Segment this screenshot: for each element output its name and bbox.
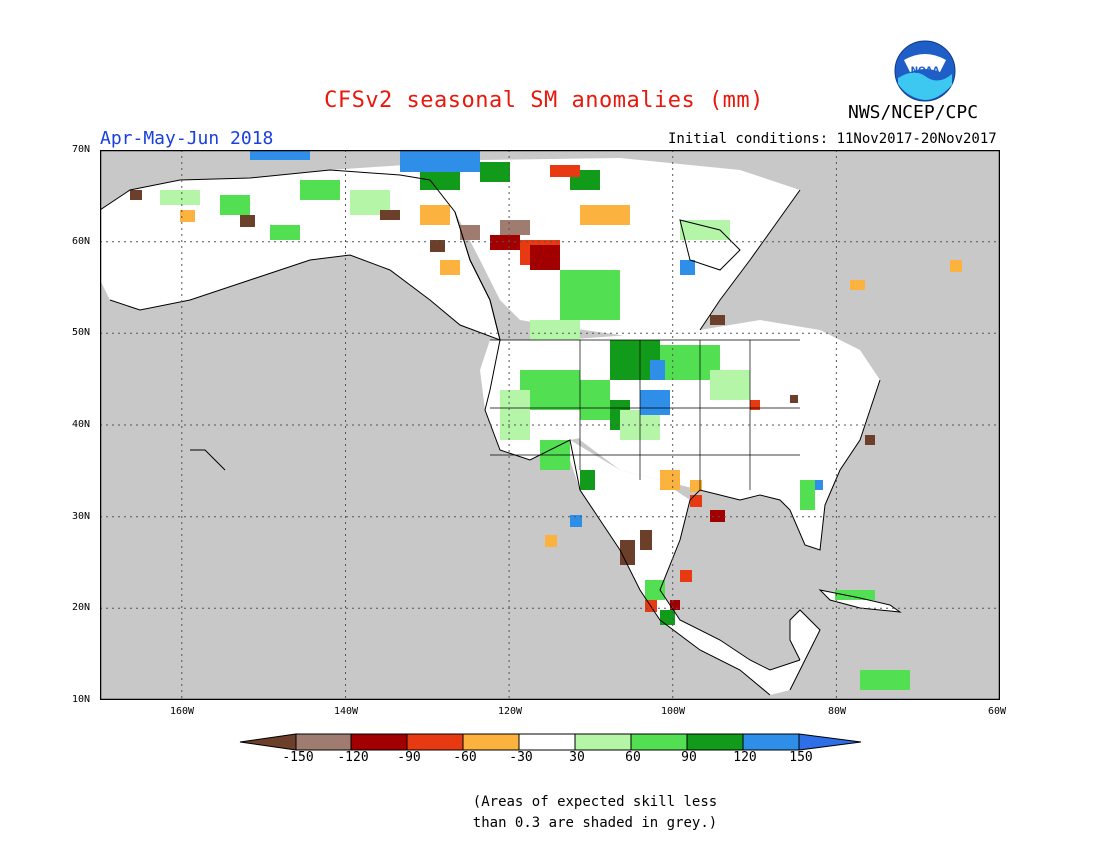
lon-label-60w: 60W <box>988 706 1007 717</box>
colorbar-tick-120: 120 <box>733 750 757 765</box>
title-text: CFSv2 seasonal SM anomalies (mm) <box>324 88 764 113</box>
lat-label-20n: 20N <box>72 602 91 613</box>
colorbar-tick-30: 30 <box>569 750 585 765</box>
lat-label-70n: 70N <box>72 144 91 155</box>
colorbar-swatch-7 <box>630 733 688 751</box>
colorbar-upper-arrow <box>798 733 862 751</box>
colorbar-swatch-9 <box>742 733 800 751</box>
land-mexico <box>570 440 820 695</box>
lon-label-80w: 80W <box>828 706 847 717</box>
lon-label-120w: 120W <box>498 706 523 717</box>
lon-label-140w: 140W <box>334 706 359 717</box>
lat-label-30n: 30N <box>72 511 91 522</box>
gridlines <box>100 150 1000 700</box>
anomaly-cells <box>130 150 962 690</box>
colorbar-tick-m90: -90 <box>397 750 421 765</box>
colorbar-swatch-1 <box>295 733 352 751</box>
colorbar-tick-m60: -60 <box>453 750 477 765</box>
colorbar-swatch-5 <box>518 733 576 751</box>
coastlines <box>100 169 902 696</box>
noaa-logo: NOAA <box>894 40 956 102</box>
colorbar-lower-arrow <box>239 733 297 751</box>
lat-label-50n: 50N <box>72 327 91 338</box>
map-title: CFSv2 seasonal SM anomalies (mm) <box>0 88 1100 113</box>
lon-label-160w: 160W <box>170 706 195 717</box>
land-canada-north <box>330 158 800 340</box>
colorbar-tick-m150: -150 <box>282 750 314 765</box>
anomaly-map <box>100 150 1000 700</box>
colorbar-swatch-2 <box>350 733 408 751</box>
state-borders <box>490 339 800 490</box>
lon-label-100w: 100W <box>661 706 686 717</box>
skill-note-line1: (Areas of expected skill less <box>472 794 718 810</box>
colorbar-tick-m120: -120 <box>337 750 369 765</box>
initial-conditions-label: Initial conditions: 11Nov2017-20Nov2017 <box>668 131 997 147</box>
colorbar-swatch-8 <box>686 733 744 751</box>
colorbar-tick-60: 60 <box>625 750 641 765</box>
colorbar-tick-150: 150 <box>789 750 813 765</box>
lat-label-60n: 60N <box>72 236 91 247</box>
skill-note: (Areas of expected skill less than 0.3 a… <box>430 792 760 834</box>
agency-label: NWS/NCEP/CPC <box>848 102 979 123</box>
season-label: Apr-May-Jun 2018 <box>100 128 274 149</box>
colorbar-tick-m30: -30 <box>509 750 533 765</box>
lat-label-10n: 10N <box>72 694 91 705</box>
lat-label-40n: 40N <box>72 419 91 430</box>
colorbar <box>239 733 862 751</box>
colorbar-swatch-4 <box>462 733 520 751</box>
colorbar-swatch-3 <box>406 733 464 751</box>
map-frame <box>100 150 1000 700</box>
logo-text: NOAA <box>911 66 940 76</box>
skill-note-line2: than 0.3 are shaded in grey.) <box>472 815 718 831</box>
colorbar-swatch-6 <box>574 733 632 751</box>
colorbar-tick-90: 90 <box>681 750 697 765</box>
